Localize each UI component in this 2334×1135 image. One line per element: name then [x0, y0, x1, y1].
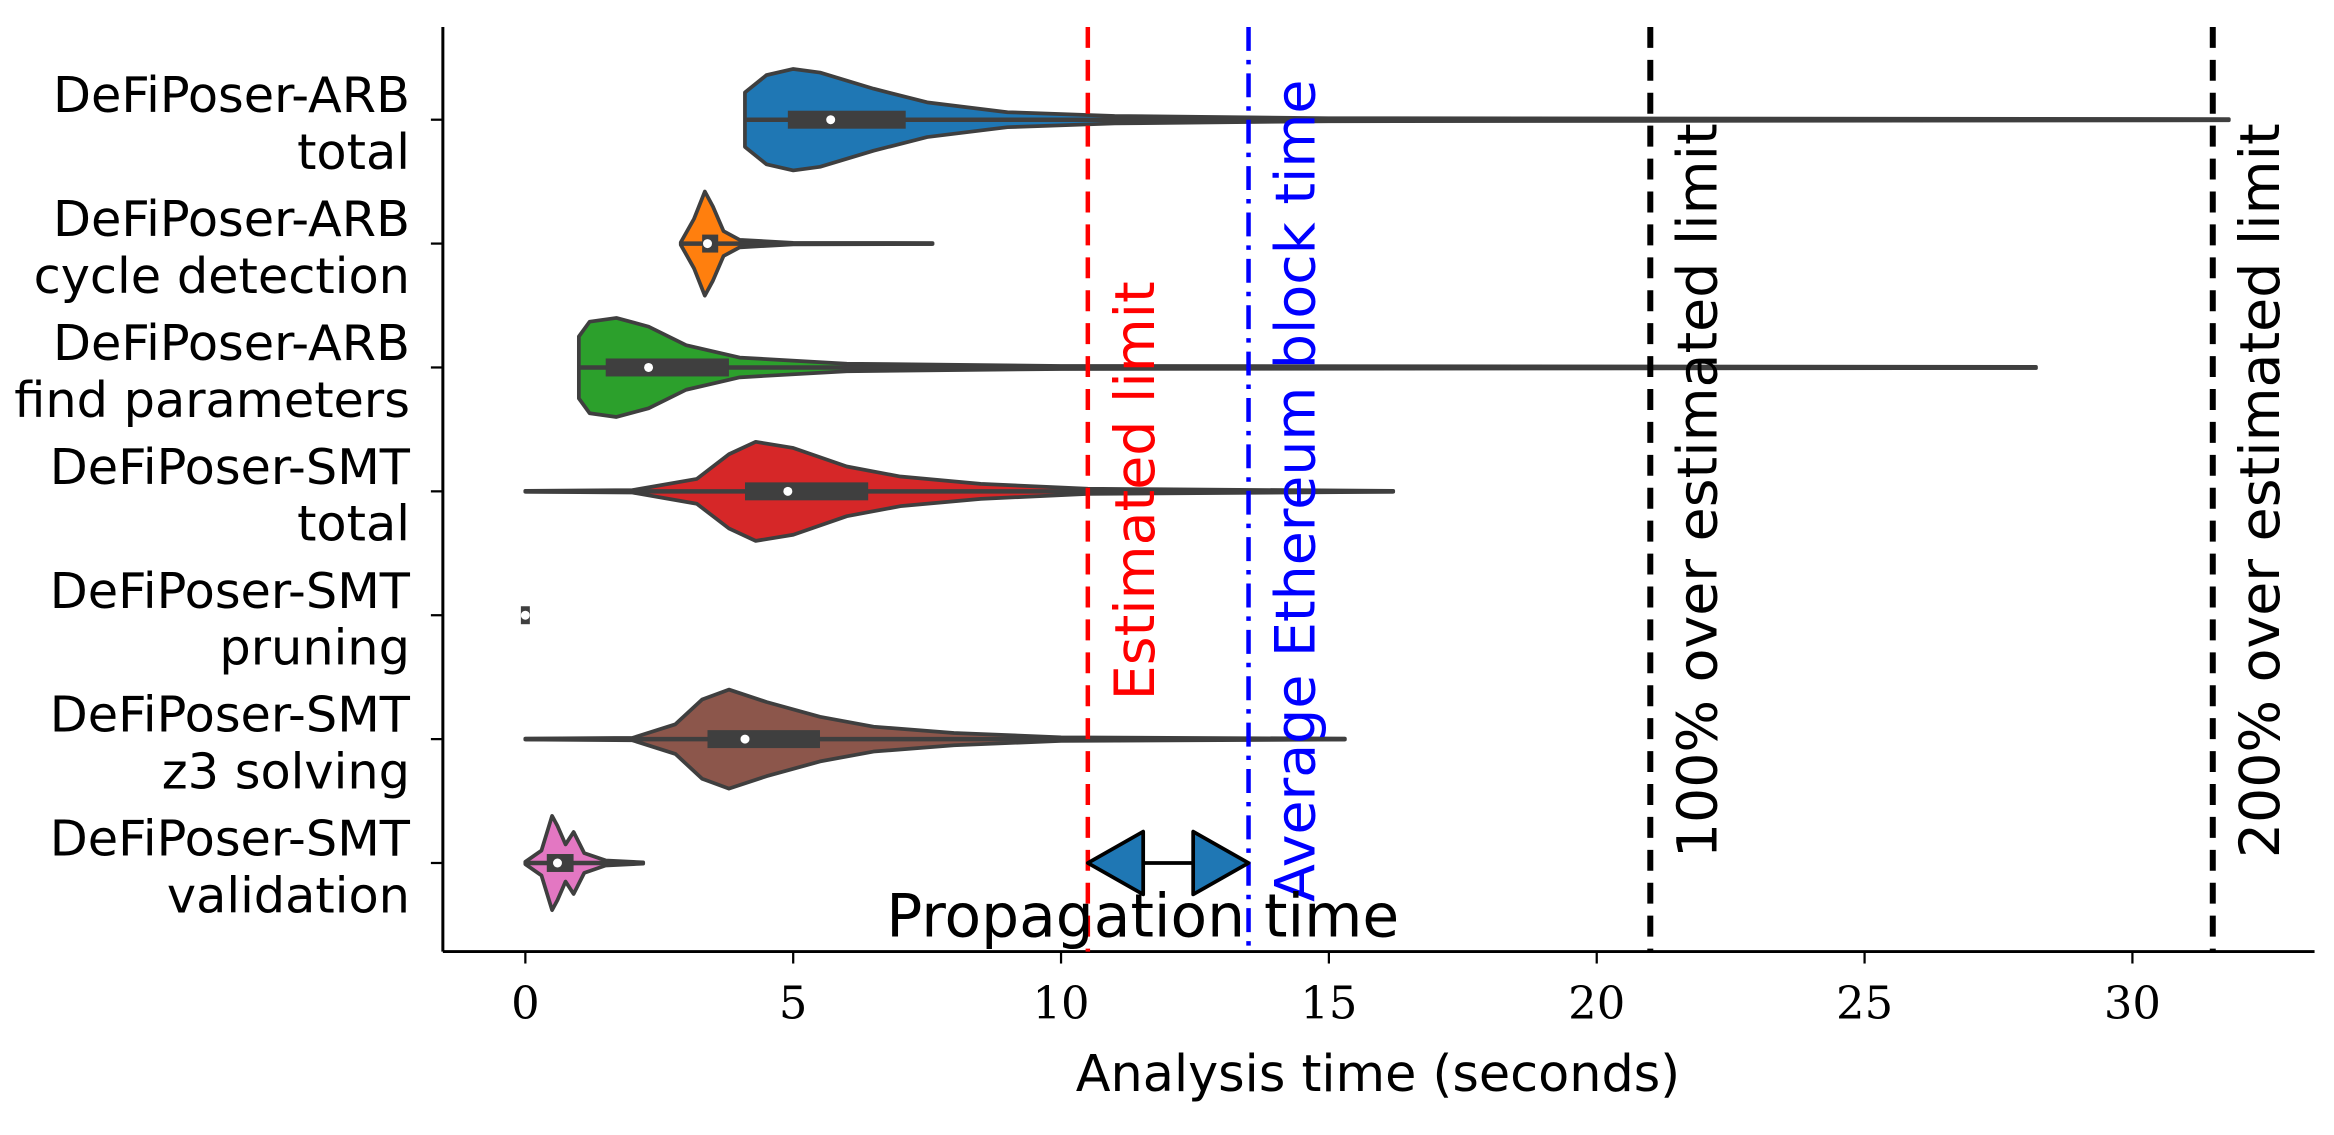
median: [703, 239, 712, 249]
annotation-text: Propagation time: [886, 881, 1399, 951]
iqr-box: [744, 482, 869, 501]
y-tick-label: DeFiPoser-ARB: [53, 66, 410, 124]
median: [783, 486, 793, 496]
x-tick-label: 0: [511, 976, 540, 1029]
y-tick-label: DeFiPoser-SMT: [50, 438, 411, 496]
median: [644, 362, 654, 372]
x-tick-label: 15: [1300, 976, 1357, 1029]
x-tick-label: 30: [2104, 976, 2161, 1029]
x-axis-label: Analysis time (seconds): [1076, 1044, 1680, 1103]
iqr-box: [787, 110, 906, 129]
arrow-head: [1191, 829, 1251, 897]
reference-label: 200% over estimated limit: [2229, 123, 2293, 858]
median: [826, 115, 836, 125]
y-tick-label: DeFiPoser-SMT: [50, 562, 411, 620]
x-tick-label: 5: [779, 976, 808, 1029]
y-tick-label: DeFiPoser-ARB: [53, 314, 410, 372]
y-tick-label: validation: [167, 866, 410, 924]
y-tick-label: total: [297, 495, 410, 553]
y-tick-label: DeFiPoser-SMT: [50, 810, 411, 868]
y-tick-label: DeFiPoser-SMT: [50, 686, 411, 744]
y-tick-label: pruning: [219, 619, 410, 677]
y-tick-label: find parameters: [14, 371, 410, 429]
x-tick-label: 25: [1836, 976, 1893, 1029]
y-tick-label: total: [297, 123, 410, 181]
reference-label: Estimated limit: [1104, 281, 1168, 700]
median: [553, 858, 562, 868]
x-tick-label: 10: [1032, 976, 1089, 1029]
y-tick-label: z3 solving: [162, 743, 410, 801]
y-tick-label: DeFiPoser-ARB: [53, 190, 410, 248]
x-tick-label: 20: [1568, 976, 1625, 1029]
median: [740, 734, 750, 744]
iqr-box: [605, 358, 729, 377]
median: [520, 610, 530, 620]
y-tick-label: cycle detection: [34, 247, 410, 305]
arrow-head: [1085, 829, 1146, 897]
iqr-box: [707, 730, 820, 749]
reference-label: 100% over estimated limit: [1666, 123, 1730, 858]
reference-label: Average Ethereum block time: [1265, 80, 1329, 902]
